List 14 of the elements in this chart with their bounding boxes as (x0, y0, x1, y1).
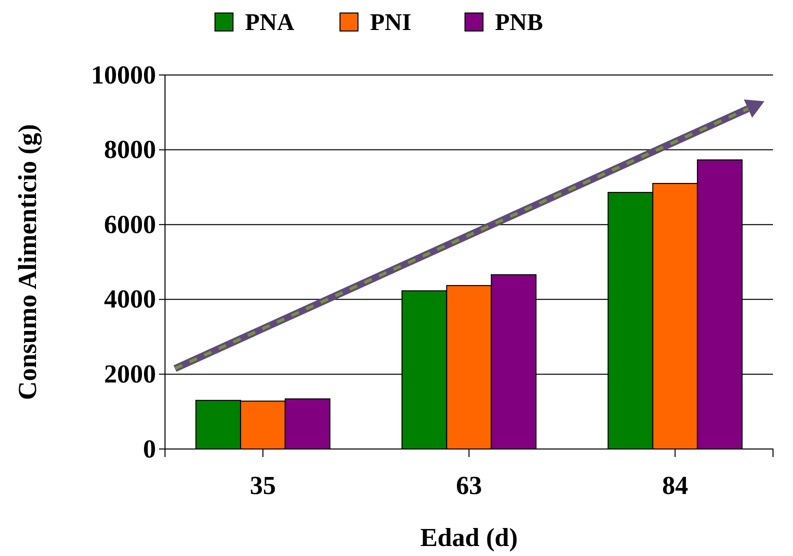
legend-label: PNB (495, 10, 543, 36)
y-tick-label: 8000 (104, 135, 156, 164)
y-tick-label: 0 (143, 434, 156, 464)
x-axis-title: Edad (d) (420, 523, 518, 552)
x-tick-label: 35 (250, 470, 276, 500)
x-tick-label: 63 (456, 470, 482, 500)
legend-label: PNA (245, 10, 295, 36)
y-tick-label: 4000 (104, 284, 156, 314)
y-tick-label: 2000 (104, 360, 156, 389)
legend-label: PNI (370, 10, 412, 36)
y-axis-title: Consumo Alimenticio (g) (13, 124, 42, 400)
x-tick-label: 84 (662, 470, 688, 500)
y-tick-label: 6000 (104, 210, 156, 239)
y-tick-label: 10000 (91, 60, 156, 90)
